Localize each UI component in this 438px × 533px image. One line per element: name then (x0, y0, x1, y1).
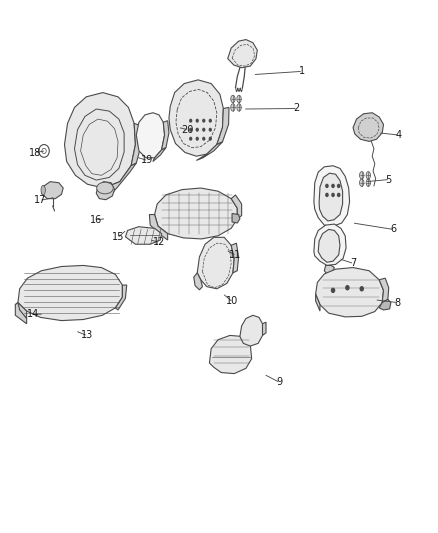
Polygon shape (353, 113, 384, 141)
Polygon shape (162, 120, 169, 150)
Ellipse shape (237, 104, 241, 111)
Circle shape (345, 285, 350, 290)
Polygon shape (153, 148, 166, 161)
Polygon shape (155, 188, 237, 239)
Polygon shape (379, 278, 389, 303)
Ellipse shape (360, 179, 364, 187)
Circle shape (202, 119, 205, 123)
Circle shape (196, 136, 199, 141)
Text: 8: 8 (394, 297, 400, 308)
Polygon shape (169, 80, 223, 156)
Circle shape (202, 128, 205, 132)
Polygon shape (15, 303, 27, 318)
Polygon shape (209, 335, 252, 374)
Polygon shape (231, 243, 239, 273)
Polygon shape (232, 214, 240, 223)
Circle shape (196, 128, 199, 132)
Polygon shape (316, 294, 320, 311)
Ellipse shape (366, 172, 371, 179)
Text: 17: 17 (34, 195, 47, 205)
Text: 12: 12 (153, 237, 165, 247)
Text: 18: 18 (29, 148, 42, 158)
Circle shape (331, 288, 336, 293)
Ellipse shape (231, 104, 235, 111)
Text: 14: 14 (27, 309, 39, 319)
Ellipse shape (41, 185, 46, 195)
Circle shape (202, 136, 205, 141)
Polygon shape (316, 268, 384, 317)
Ellipse shape (237, 95, 241, 103)
Circle shape (337, 184, 340, 188)
Polygon shape (125, 227, 162, 244)
Circle shape (325, 193, 329, 197)
Text: 20: 20 (181, 125, 194, 135)
Polygon shape (319, 173, 343, 221)
Polygon shape (64, 93, 135, 188)
Text: 2: 2 (293, 103, 300, 114)
Circle shape (337, 193, 340, 197)
Ellipse shape (97, 182, 113, 194)
Polygon shape (15, 303, 27, 324)
Polygon shape (262, 322, 266, 335)
Polygon shape (240, 316, 262, 346)
Polygon shape (217, 108, 229, 144)
Polygon shape (116, 285, 127, 310)
Text: 5: 5 (385, 174, 392, 184)
Circle shape (208, 119, 212, 123)
Circle shape (189, 136, 192, 141)
Polygon shape (379, 300, 391, 310)
Text: 7: 7 (350, 259, 356, 268)
Text: 13: 13 (81, 330, 93, 341)
Ellipse shape (360, 172, 364, 179)
Polygon shape (228, 39, 257, 68)
Polygon shape (314, 224, 346, 265)
Polygon shape (196, 142, 223, 160)
Text: 11: 11 (230, 250, 242, 260)
Text: 19: 19 (141, 156, 153, 165)
Circle shape (331, 184, 335, 188)
Ellipse shape (366, 179, 371, 187)
Circle shape (325, 184, 329, 188)
Ellipse shape (231, 95, 235, 103)
Circle shape (360, 286, 364, 292)
Text: 15: 15 (112, 232, 124, 243)
Polygon shape (231, 195, 242, 219)
Circle shape (196, 119, 199, 123)
Polygon shape (149, 215, 168, 240)
Polygon shape (324, 265, 334, 274)
Text: 4: 4 (395, 130, 401, 140)
Polygon shape (136, 113, 165, 158)
Text: 1: 1 (299, 67, 305, 76)
Circle shape (208, 128, 212, 132)
Polygon shape (194, 273, 202, 290)
Circle shape (39, 144, 49, 157)
Polygon shape (42, 182, 63, 199)
Polygon shape (197, 237, 234, 289)
Circle shape (331, 193, 335, 197)
Circle shape (42, 148, 46, 154)
Polygon shape (96, 182, 115, 200)
Circle shape (189, 119, 192, 123)
Polygon shape (18, 265, 122, 320)
Polygon shape (131, 123, 141, 166)
Text: 6: 6 (390, 224, 396, 235)
Circle shape (208, 136, 212, 141)
Text: 9: 9 (276, 377, 282, 387)
Polygon shape (314, 166, 350, 226)
Polygon shape (318, 229, 340, 262)
Text: 16: 16 (90, 215, 102, 225)
Polygon shape (104, 163, 136, 195)
Circle shape (189, 128, 192, 132)
Text: 10: 10 (226, 296, 238, 306)
